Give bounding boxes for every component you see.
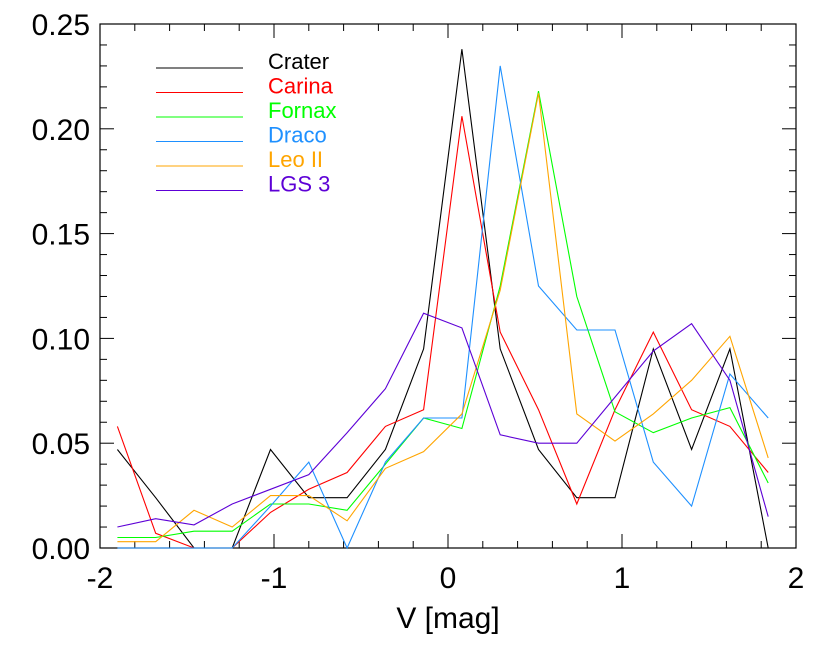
- legend-label-lgs-3: LGS 3: [268, 172, 330, 197]
- y-tick-label: 0.05: [32, 428, 90, 461]
- series-lines: [116, 49, 769, 550]
- plot-frame: [99, 23, 797, 549]
- legend-label-leo-ii: Leo II: [268, 147, 323, 172]
- y-tick-label: 0.10: [32, 323, 90, 356]
- x-tick-label: 0: [440, 562, 457, 595]
- x-tick-label: 2: [788, 562, 805, 595]
- x-tick-label: -1: [261, 562, 288, 595]
- legend-label-fornax: Fornax: [268, 98, 336, 123]
- x-axis-title: V [mag]: [396, 602, 499, 635]
- series-line-lgs-3: [117, 312, 769, 528]
- x-tick-label: -2: [87, 562, 114, 595]
- axis-ticks: -2 -1 0 1 2 0.00 0.05 0.10 0.15 0.20 0.25: [32, 9, 805, 595]
- series-line-carina: [116, 116, 769, 549]
- series-line-fornax: [117, 90, 769, 539]
- series-line-crater: [116, 49, 769, 549]
- legend-label-carina: Carina: [268, 74, 334, 99]
- legend-label-crater: Crater: [268, 49, 329, 74]
- y-tick-label: 0.00: [32, 533, 90, 566]
- y-tick-label: 0.20: [32, 114, 90, 147]
- y-tick-label: 0.15: [32, 219, 90, 252]
- x-tick-label: 1: [614, 562, 631, 595]
- series-line-draco: [117, 65, 769, 550]
- legend-label-draco: Draco: [268, 123, 327, 148]
- series-line-leo-ii: [117, 93, 769, 543]
- y-tick-label: 0.25: [32, 9, 90, 42]
